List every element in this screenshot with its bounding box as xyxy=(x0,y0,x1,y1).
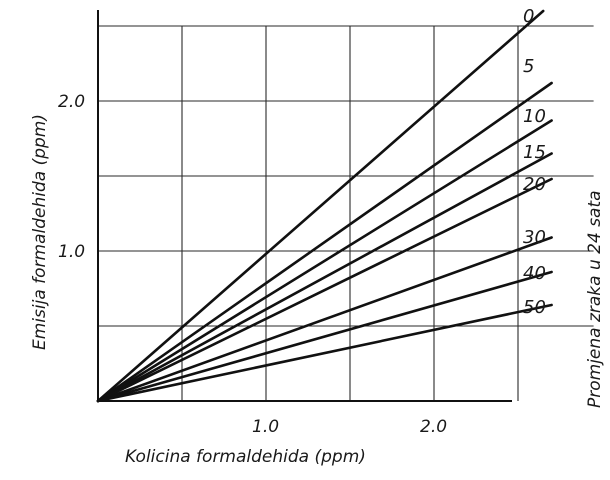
x-axis-label: Kolicina formaldehida (ppm) xyxy=(125,447,366,467)
y-axis-label: Emisija formaldehida (ppm) xyxy=(30,114,50,350)
series-line-0 xyxy=(96,9,545,403)
series-line-20 xyxy=(96,177,553,403)
series-line-40 xyxy=(96,270,553,403)
series-label-5: 5 xyxy=(523,56,534,77)
y-tick-label-1: 2.0 xyxy=(58,92,85,112)
series-line-50 xyxy=(96,303,553,403)
right-axis-label: Promjena zraka u 24 sata xyxy=(585,190,605,408)
series-lines xyxy=(96,9,553,403)
series-label-10: 10 xyxy=(523,106,546,127)
series-line-5 xyxy=(96,81,553,403)
series-line-15 xyxy=(96,152,553,403)
series-line-10 xyxy=(96,119,553,403)
series-label-0: 0 xyxy=(523,6,534,27)
series-label-20: 20 xyxy=(523,174,546,195)
series-label-30: 30 xyxy=(523,227,546,248)
series-label-40: 40 xyxy=(523,263,546,284)
series-label-15: 15 xyxy=(523,142,546,163)
series-line-30 xyxy=(96,236,553,403)
x-tick-label-1: 2.0 xyxy=(420,417,447,437)
series-label-50: 50 xyxy=(523,297,546,318)
series-labels: 0 5 10 15 20 30 40 50 xyxy=(523,6,546,318)
x-tick-label-0: 1.0 xyxy=(252,417,279,437)
axes xyxy=(97,10,512,402)
grid xyxy=(98,25,594,401)
y-tick-label-0: 1.0 xyxy=(58,242,85,262)
tick-labels: 1.0 2.0 1.0 2.0 xyxy=(58,92,447,437)
